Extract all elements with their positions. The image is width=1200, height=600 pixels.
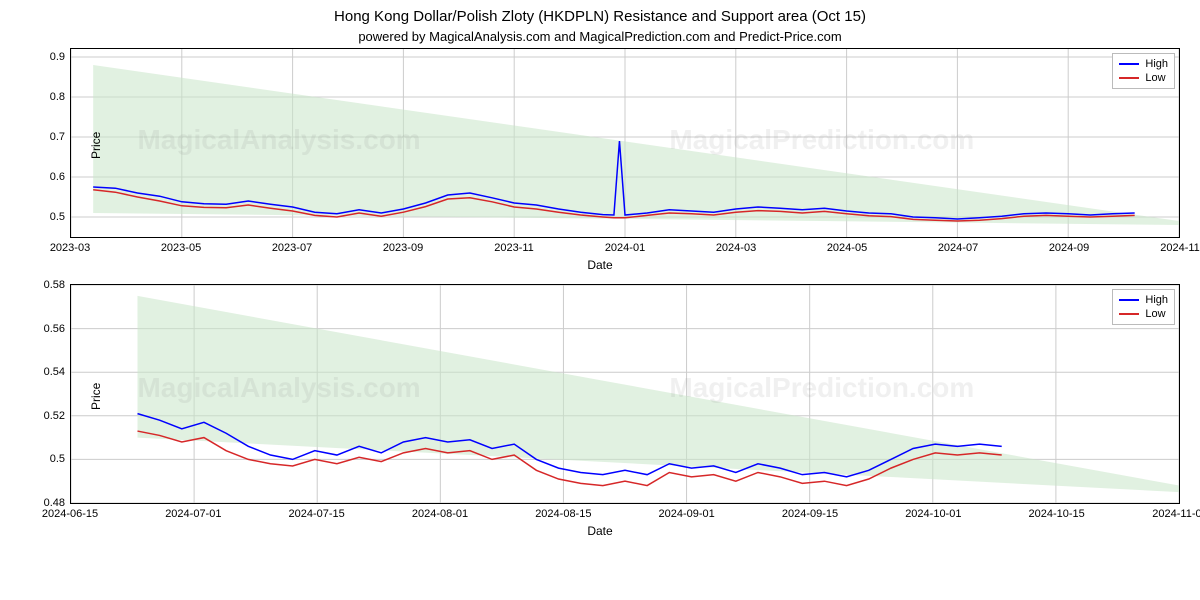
x-tick-label: 2024-06-15 <box>42 508 98 520</box>
y-axis-label-upper: Price <box>89 132 103 159</box>
x-tick-label: 2024-08-01 <box>412 508 468 520</box>
legend-label-high: High <box>1145 58 1168 70</box>
x-tick-label: 2024-09 <box>1049 242 1089 254</box>
x-tick-label: 2024-01 <box>605 242 645 254</box>
legend-label-low-2: Low <box>1145 308 1165 320</box>
x-tick-label: 2023-03 <box>50 242 90 254</box>
x-tick-label: 2024-11 <box>1160 242 1200 254</box>
x-tick-label: 2024-10-01 <box>905 508 961 520</box>
x-axis-label-lower: Date <box>0 522 1200 538</box>
legend-label-high-2: High <box>1145 294 1168 306</box>
chart-title: Hong Kong Dollar/Polish Zloty (HKDPLN) R… <box>0 0 1200 25</box>
x-tick-label: 2023-07 <box>272 242 312 254</box>
legend-lower: High Low <box>1112 289 1175 325</box>
y-tick-label: 0.7 <box>50 131 65 143</box>
legend-item-high: High <box>1119 57 1168 71</box>
chart-container: Hong Kong Dollar/Polish Zloty (HKDPLN) R… <box>0 0 1200 600</box>
x-tick-label: 2024-07-15 <box>289 508 345 520</box>
y-tick-label: 0.5 <box>50 453 65 465</box>
upper-chart: MagicalAnalysis.com MagicalPrediction.co… <box>70 48 1180 238</box>
x-tick-label: 2024-07-01 <box>165 508 221 520</box>
legend-label-low: Low <box>1145 72 1165 84</box>
y-tick-label: 0.5 <box>50 211 65 223</box>
x-ticks-lower: 2024-06-152024-07-012024-07-152024-08-01… <box>70 504 1180 522</box>
chart-subtitle: powered by MagicalAnalysis.com and Magic… <box>0 25 1200 48</box>
legend-item-low-2: Low <box>1119 307 1168 321</box>
x-tick-label: 2024-03 <box>716 242 756 254</box>
legend-upper: High Low <box>1112 53 1175 89</box>
x-tick-label: 2024-05 <box>827 242 867 254</box>
lower-chart: MagicalAnalysis.com MagicalPrediction.co… <box>70 284 1180 504</box>
y-tick-label: 0.56 <box>44 323 65 335</box>
x-tick-label: 2024-08-15 <box>535 508 591 520</box>
upper-chart-svg <box>71 49 1179 237</box>
x-tick-label: 2024-07 <box>938 242 978 254</box>
y-tick-label: 0.52 <box>44 410 65 422</box>
y-tick-label: 0.9 <box>50 51 65 63</box>
y-tick-label: 0.8 <box>50 91 65 103</box>
x-tick-label: 2023-11 <box>494 242 534 254</box>
legend-item-low: Low <box>1119 71 1168 85</box>
legend-swatch-low <box>1119 77 1139 79</box>
legend-swatch-high-2 <box>1119 299 1139 301</box>
y-axis-label-lower: Price <box>89 383 103 410</box>
legend-item-high-2: High <box>1119 293 1168 307</box>
x-tick-label: 2024-09-15 <box>782 508 838 520</box>
x-tick-label: 2024-10-15 <box>1029 508 1085 520</box>
x-tick-label: 2024-09-01 <box>659 508 715 520</box>
y-tick-label: 0.54 <box>44 366 65 378</box>
y-tick-label: 0.58 <box>44 279 65 291</box>
x-tick-label: 2024-11-01 <box>1152 508 1200 520</box>
y-tick-label: 0.6 <box>50 171 65 183</box>
x-tick-label: 2023-09 <box>383 242 423 254</box>
legend-swatch-high <box>1119 63 1139 65</box>
x-axis-label-upper: Date <box>0 256 1200 272</box>
x-ticks-upper: 2023-032023-052023-072023-092023-112024-… <box>70 238 1180 256</box>
lower-chart-svg <box>71 285 1179 503</box>
x-tick-label: 2023-05 <box>161 242 201 254</box>
legend-swatch-low-2 <box>1119 313 1139 315</box>
